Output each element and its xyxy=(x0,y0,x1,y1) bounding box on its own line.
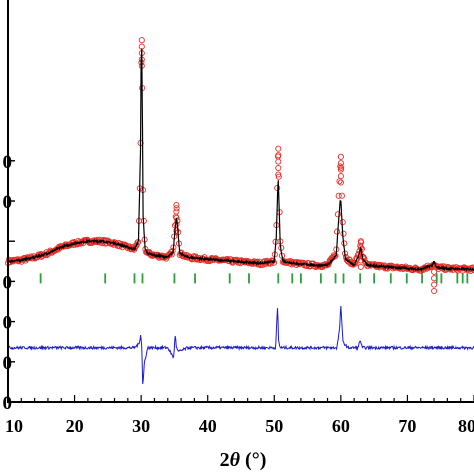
x-tick-label: 80 xyxy=(458,416,474,436)
observed-point xyxy=(338,192,345,199)
x-axis-label-suffix: (°) xyxy=(240,449,266,471)
observed-point xyxy=(335,192,342,199)
y-tick-label: 0 xyxy=(3,192,13,213)
plot-area: 0 0 0 0 0 0 10 20 30 40 50 60 70 80 xyxy=(3,0,474,436)
observed-series xyxy=(4,37,474,295)
observed-peak-point xyxy=(357,251,364,258)
observed-point xyxy=(314,263,322,270)
x-tick-label: 30 xyxy=(132,416,150,436)
x-tick-label: 40 xyxy=(199,416,217,436)
observed-point xyxy=(340,230,347,237)
plot-frame xyxy=(7,0,474,403)
observed-point xyxy=(469,265,474,272)
observed-peak-point xyxy=(431,268,438,275)
observed-peak-point xyxy=(275,164,282,172)
y-axis: 0 0 0 0 0 0 xyxy=(3,152,15,414)
y-tick-label: 0 xyxy=(3,393,13,414)
bragg-reflections xyxy=(39,273,469,284)
observed-peak-point xyxy=(275,152,282,159)
difference-series-line xyxy=(7,305,474,385)
x-axis: 10 20 30 40 50 60 70 80 xyxy=(5,395,474,436)
observed-peak-point xyxy=(357,263,364,270)
x-tick-label: 20 xyxy=(66,416,84,436)
x-axis-label-prefix: 2 xyxy=(220,449,230,471)
observed-peak-point xyxy=(337,153,344,160)
observed-peak-point xyxy=(337,160,344,167)
y-tick-label: 0 xyxy=(3,272,13,293)
observed-point xyxy=(332,252,339,259)
observed-point xyxy=(334,228,341,235)
observed-peak-point xyxy=(173,227,180,234)
observed-peak-point xyxy=(275,158,282,165)
x-tick-label: 10 xyxy=(5,416,23,436)
observed-point xyxy=(334,211,341,218)
x-axis-label: 2θ (°) xyxy=(220,449,267,471)
observed-peak-point xyxy=(431,281,438,288)
y-tick-label: 0 xyxy=(3,353,13,374)
observed-peak-point xyxy=(173,201,180,209)
x-tick-label: 70 xyxy=(398,416,416,436)
observed-point xyxy=(169,247,176,254)
y-tick-label: 0 xyxy=(3,152,13,173)
calculated-series-line xyxy=(7,48,474,272)
observed-point xyxy=(173,205,180,212)
observed-peak-point xyxy=(173,208,180,215)
x-axis-label-theta: θ xyxy=(230,449,241,471)
observed-peak-point xyxy=(337,179,344,186)
observed-peak-point xyxy=(357,238,364,245)
observed-peak-point xyxy=(337,166,344,173)
marks-layer xyxy=(4,37,474,385)
observed-peak-point xyxy=(337,173,344,180)
observed-peak-point xyxy=(138,37,145,44)
observed-point xyxy=(331,253,338,260)
y-tick-label: 0 xyxy=(3,313,13,334)
x-tick-label: 60 xyxy=(332,416,350,436)
observed-peak-point xyxy=(275,171,282,178)
observed-peak-point xyxy=(431,287,438,295)
x-tick-label: 50 xyxy=(265,416,283,436)
observed-peak-point xyxy=(275,145,282,152)
